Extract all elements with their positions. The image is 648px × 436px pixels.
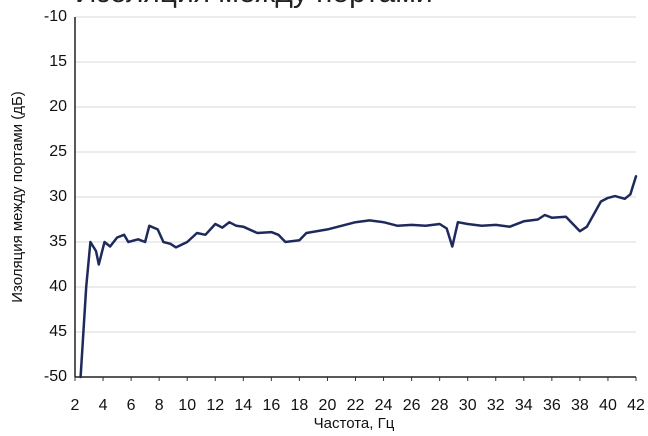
y-tick-label: 45 (49, 323, 67, 340)
x-tick-label: 10 (178, 397, 196, 414)
x-tick-label: 12 (206, 397, 224, 414)
y-tick-label: 30 (49, 188, 67, 205)
y-tick-label: 25 (49, 143, 67, 160)
y-tick-label: -10 (44, 8, 67, 25)
x-tick-label: 16 (262, 397, 280, 414)
data-line (79, 175, 638, 379)
x-tick-label: 26 (403, 397, 421, 414)
x-tick-label: 2 (71, 397, 80, 414)
x-tick-label: 36 (543, 397, 561, 414)
y-tick-label: 15 (49, 53, 67, 70)
x-tick-label: 34 (515, 397, 533, 414)
x-tick-label: 18 (291, 397, 309, 414)
x-tick-label: 22 (347, 397, 365, 414)
y-axis-title: Изоляция между портами (дБ) (9, 91, 26, 303)
y-tick-label: -50 (44, 368, 67, 385)
x-tick-label: 8 (155, 397, 164, 414)
chart-title: Изоляция между портами (75, 0, 433, 9)
x-tick-label: 38 (571, 397, 589, 414)
y-tick-label: 40 (49, 278, 67, 295)
x-tick-label: 4 (99, 397, 108, 414)
x-tick-label: 30 (459, 397, 477, 414)
y-tick-label: 20 (49, 98, 67, 115)
x-tick-label: 42 (627, 397, 645, 414)
x-tick-label: 28 (431, 397, 449, 414)
x-tick-label: 32 (487, 397, 505, 414)
x-tick-label: 20 (319, 397, 337, 414)
x-tick-label: 24 (375, 397, 393, 414)
x-tick-label: 14 (234, 397, 252, 414)
y-tick-label: 35 (49, 233, 67, 250)
x-tick-label: 40 (599, 397, 617, 414)
x-axis-title: Частота, Гц (314, 415, 395, 432)
x-tick-label: 6 (127, 397, 136, 414)
